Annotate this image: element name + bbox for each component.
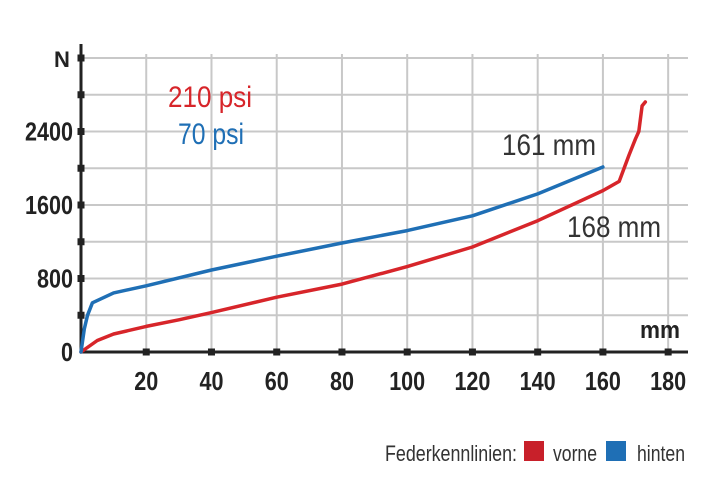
x-tick-label: 120 bbox=[454, 366, 490, 396]
x-tick-label: 20 bbox=[134, 366, 158, 396]
x-tick bbox=[207, 348, 215, 356]
label-hinten-pressure: 70 psi bbox=[178, 118, 244, 151]
legend: Federkennlinien: vorne hinten bbox=[385, 441, 685, 466]
y-tick-label: 1600 bbox=[25, 190, 73, 220]
label-vorne-end: 168 mm bbox=[567, 211, 661, 244]
x-axis-label: mm bbox=[640, 317, 680, 344]
y-axis-label: N bbox=[54, 47, 70, 72]
x-tick bbox=[338, 348, 346, 356]
legend-label-vorne: vorne bbox=[553, 441, 597, 466]
x-tick bbox=[664, 348, 672, 356]
labels: 210 psi 70 psi 161 mm 168 mm N mm bbox=[54, 47, 680, 344]
label-vorne-pressure: 210 psi bbox=[168, 81, 252, 114]
label-hinten-end: 161 mm bbox=[502, 129, 596, 162]
x-tick-label: 80 bbox=[330, 366, 354, 396]
series-line-vorne bbox=[79, 100, 648, 354]
axes: 20 40 60 80 100 120 140 160 180 0 800 1600 2400 bbox=[25, 44, 688, 396]
y-tick bbox=[77, 275, 85, 282]
legend-swatch-vorne bbox=[524, 441, 544, 461]
y-tick bbox=[77, 238, 85, 246]
x-tick-label: 180 bbox=[650, 366, 686, 396]
y-tick bbox=[77, 201, 85, 209]
y-tick-label: 2400 bbox=[25, 117, 73, 147]
grid bbox=[81, 54, 688, 352]
y-tick-label: 800 bbox=[37, 264, 73, 294]
x-tick-label: 40 bbox=[199, 366, 223, 396]
x-tick bbox=[142, 348, 150, 356]
legend-swatch-hinten bbox=[606, 441, 626, 461]
series-line-hinten bbox=[79, 165, 605, 354]
y-tick bbox=[77, 164, 85, 172]
y-tick bbox=[77, 91, 85, 99]
x-tick bbox=[403, 348, 411, 356]
y-tick bbox=[77, 54, 85, 62]
series-lines bbox=[79, 100, 648, 354]
y-tick bbox=[77, 128, 85, 135]
x-tick-label: 100 bbox=[389, 366, 425, 396]
legend-title: Federkennlinien: bbox=[385, 441, 517, 466]
x-tick bbox=[599, 348, 607, 356]
x-tick bbox=[534, 348, 542, 356]
x-tick-label: 60 bbox=[265, 366, 289, 396]
y-tick-label: 0 bbox=[61, 337, 73, 367]
x-tick-label: 140 bbox=[520, 366, 556, 396]
x-tick-label: 160 bbox=[585, 366, 621, 396]
legend-label-hinten: hinten bbox=[637, 441, 685, 466]
x-tick bbox=[468, 348, 476, 356]
x-tick bbox=[273, 348, 281, 356]
y-tick bbox=[77, 311, 85, 319]
